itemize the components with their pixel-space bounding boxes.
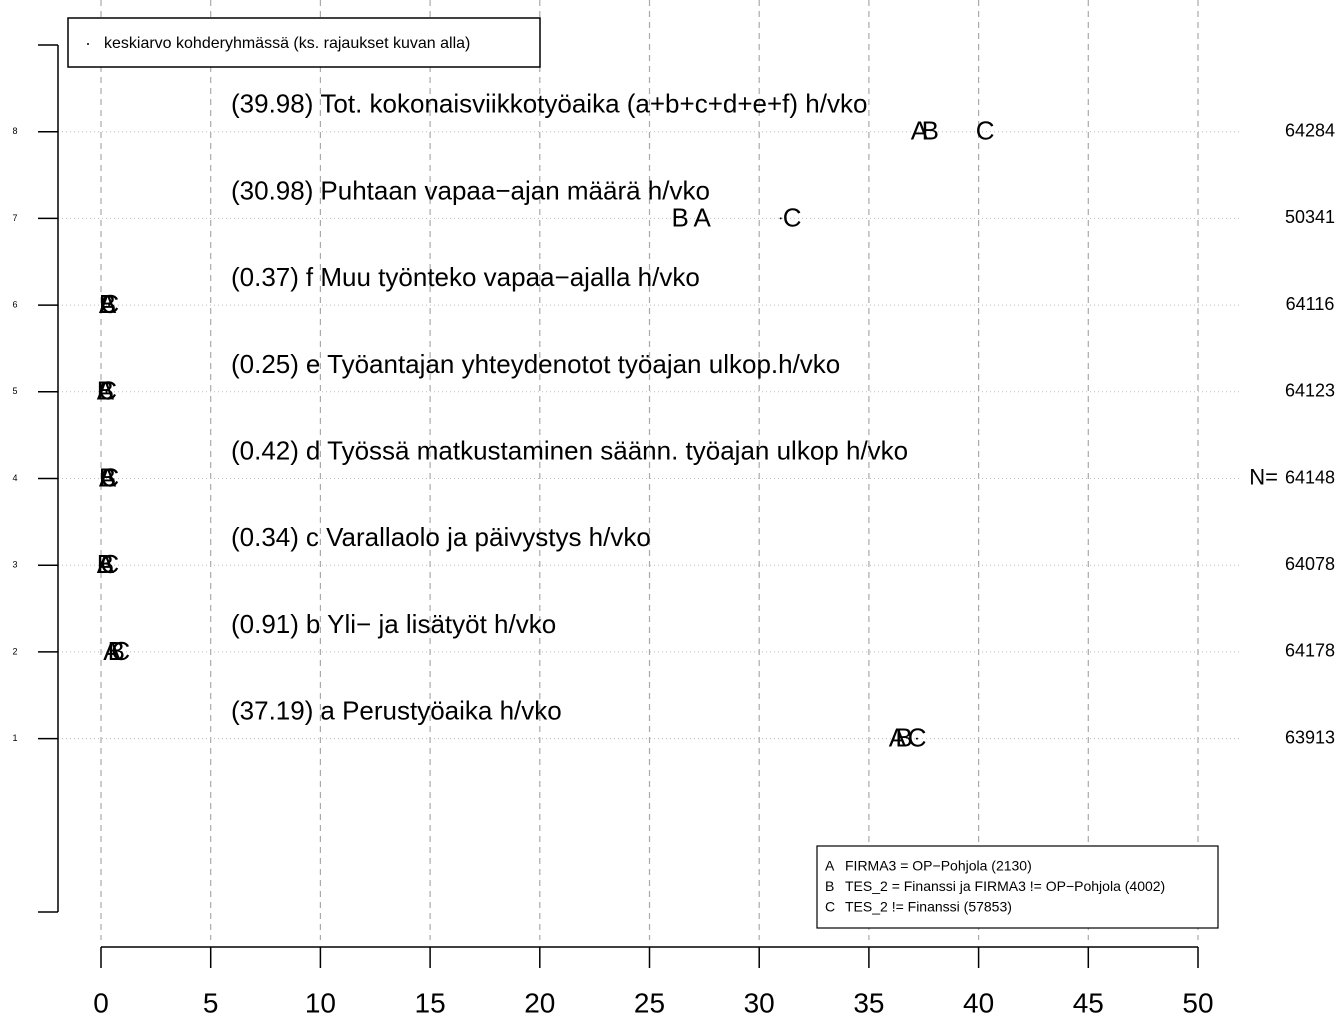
category-label: Tot. kokonaisviikkotyöaika (a+b+c+d+e+f)…	[320, 89, 867, 119]
group-point: C	[783, 202, 802, 232]
mean-dot	[119, 650, 122, 653]
group-point: A	[99, 462, 117, 492]
category-label: a Perustyöaika h/vko	[320, 695, 561, 725]
group-point: B	[672, 202, 689, 232]
group-legend-text: TES_2 != Finanssi (57853)	[845, 899, 1012, 915]
group-point: B	[97, 376, 114, 406]
row-label: (30.98) Puhtaan vapaa−ajan määrä h/vko	[231, 175, 710, 205]
group-point: C	[976, 116, 995, 146]
group-point: B	[99, 289, 116, 319]
group-point: C	[111, 636, 130, 666]
group-point: A	[693, 202, 711, 232]
x-tick-label: 30	[744, 987, 775, 1018]
x-tick-label: 25	[634, 987, 665, 1018]
x-tick-label: 50	[1182, 987, 1213, 1018]
y-tick-label: 3	[12, 560, 17, 570]
mean-dot	[977, 130, 980, 133]
legend-box	[67, 17, 541, 68]
group-point: C	[100, 462, 119, 492]
mean-dot	[107, 564, 110, 567]
mean-label: (39.98)	[231, 89, 313, 119]
group-point: B	[922, 116, 939, 146]
category-label: c Varallaolo ja päivystys h/vko	[306, 522, 651, 552]
group-legend-box	[816, 845, 1219, 929]
group-point: C	[100, 289, 119, 319]
category-label: b Yli− ja lisätyöt h/vko	[306, 609, 556, 639]
mean-label: (0.25)	[231, 349, 299, 379]
n-value: 63913	[1285, 727, 1335, 747]
n-value: 64178	[1285, 641, 1335, 661]
category-label: e Työantajan yhteydenotot työajan ulkop.…	[306, 349, 840, 379]
group-point: B	[97, 549, 114, 579]
x-tick-label: 40	[963, 987, 994, 1018]
group-legend-letter: A	[825, 858, 835, 874]
n-value: 64284	[1285, 120, 1335, 140]
row-label: (0.91) b Yli− ja lisätyöt h/vko	[231, 609, 556, 639]
x-tick-label: 45	[1073, 987, 1104, 1018]
n-label: N=	[1249, 464, 1278, 489]
group-point: B	[99, 462, 116, 492]
group-point: A	[103, 636, 121, 666]
row-label: (0.42) d Työssä matkustaminen säänn. työa…	[231, 435, 908, 465]
y-tick-label: 1	[12, 733, 17, 743]
row-label: (37.19) a Perustyöaika h/vko	[231, 695, 562, 725]
group-point: A	[99, 289, 117, 319]
mean-label: (0.37)	[231, 262, 299, 292]
mean-dot	[105, 390, 108, 393]
category-label: Puhtaan vapaa−ajan määrä h/vko	[320, 175, 710, 205]
group-point: B	[108, 636, 125, 666]
group-point: A	[911, 116, 929, 146]
x-tick-label: 10	[305, 987, 336, 1018]
y-tick-label: 2	[12, 646, 17, 656]
group-point: A	[889, 722, 907, 752]
row-label: (0.25) e Työantajan yhteydenotot työajan …	[231, 349, 840, 379]
legend-title: keskiarvo kohderyhmässä (ks. rajaukset k…	[104, 35, 470, 52]
n-value: 50341	[1285, 207, 1335, 227]
mean-dot	[108, 304, 111, 307]
x-tick-label: 20	[524, 987, 555, 1018]
row-label: (39.98) Tot. kokonaisviikkotyöaika (a+b+c…	[231, 89, 867, 119]
mean-dot	[915, 737, 918, 740]
y-tick-label: 4	[12, 473, 17, 483]
row-label: (0.34) c Varallaolo ja päivystys h/vko	[231, 522, 651, 552]
legend-dot	[87, 43, 89, 45]
y-tick-label: 7	[12, 213, 17, 223]
mean-label: (0.34)	[231, 522, 299, 552]
group-point: C	[98, 376, 117, 406]
n-value: 64078	[1285, 554, 1335, 574]
category-label: f Muu työnteko vapaa−ajalla h/vko	[306, 262, 700, 292]
x-tick-label: 35	[853, 987, 884, 1018]
group-point: A	[97, 549, 115, 579]
group-legend-letter: B	[825, 878, 834, 894]
mean-dot	[109, 477, 112, 480]
x-tick-label: 15	[415, 987, 446, 1018]
x-tick-label: 5	[203, 987, 219, 1018]
mean-label: (37.19)	[231, 695, 313, 725]
row-label: (0.37) f Muu työnteko vapaa−ajalla h/vko	[231, 262, 700, 292]
group-legend-text: TES_2 = Finanssi ja FIRMA3 != OP−Pohjola…	[845, 878, 1165, 894]
n-value: 64148	[1285, 467, 1335, 487]
group-point: C	[100, 549, 119, 579]
mean-label: (0.91)	[231, 609, 299, 639]
mean-dot	[779, 217, 782, 220]
group-point: C	[908, 722, 927, 752]
y-tick-label: 8	[12, 126, 17, 136]
y-tick-label: 5	[12, 386, 17, 396]
category-label: d Työssä matkustaminen säänn. työajan ul…	[306, 435, 908, 465]
mean-label: (0.42)	[231, 435, 299, 465]
n-value: 64116	[1286, 294, 1335, 314]
group-legend-text: FIRMA3 = OP−Pohjola (2130)	[845, 858, 1032, 874]
group-legend-letter: C	[825, 899, 835, 915]
x-tick-label: 0	[93, 987, 109, 1018]
y-tick-label: 6	[12, 299, 17, 309]
group-point: B	[895, 722, 912, 752]
mean-label: (30.98)	[231, 175, 313, 205]
group-point: A	[97, 376, 115, 406]
n-value: 64123	[1285, 381, 1335, 401]
